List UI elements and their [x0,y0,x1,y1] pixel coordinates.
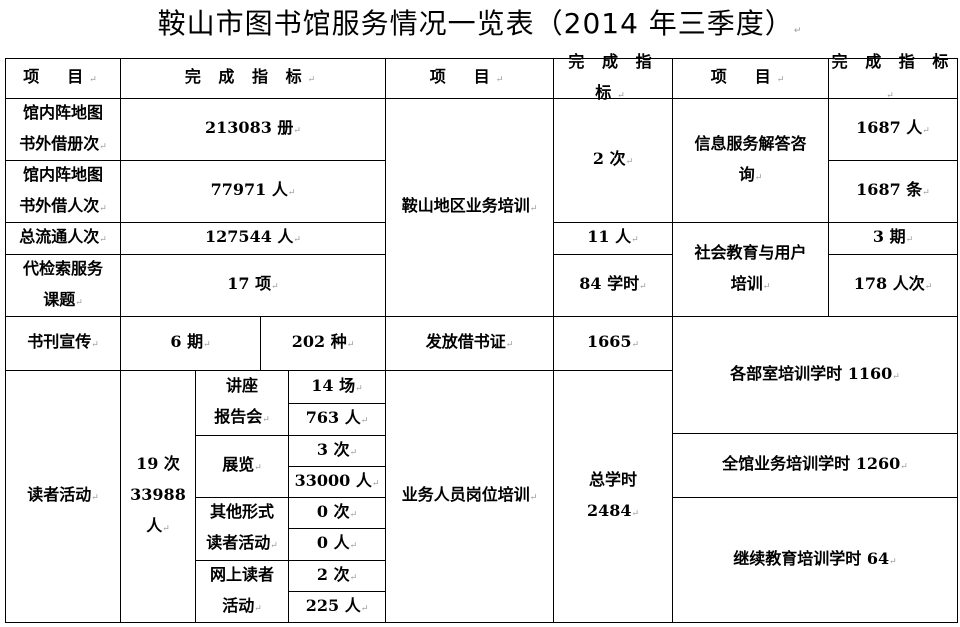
exhibitions-count: 3 次 [288,435,386,467]
header-item: 项 目 [5,58,121,99]
header-item: 项 目 [385,58,554,99]
other-activity-count: 0 次 [288,497,386,529]
lectures-persons: 763 人 [288,403,386,436]
other-activity-label: 其他形式 读者活动 [195,497,289,561]
regional-training-label: 鞍山地区业务培训 [385,98,554,317]
regional-training-hours: 84 学时 [553,254,673,317]
library-cards-value: 1665 [553,316,673,371]
reader-activity-total: 19 次 33988 人 [120,370,196,623]
job-training-label: 业务人员岗位培训 [385,370,554,623]
header-item: 项 目 [672,58,829,99]
info-service-label: 信息服务解答咨 询 [672,98,829,223]
header-indicator: 完 成 指 标 [120,58,386,99]
social-education-persons: 178 人次 [828,254,958,317]
library-cards-label: 发放借书证 [385,316,554,371]
loan-volumes-label: 馆内阵地图 书外借册次 [5,98,121,161]
info-service-items: 1687 条 [828,160,958,223]
header-indicator: 完 成 指 标 [828,52,958,99]
loan-persons-value: 77971 人 [120,160,386,223]
dept-training: 各部室培训学时 1160 [672,316,958,434]
lectures-label: 讲座 报告会 [195,370,289,436]
regional-training-times: 2 次 [553,98,673,223]
publicity-kinds: 202 种 [260,316,386,371]
loan-volumes-value: 213083 册 [120,98,386,161]
page-title: 鞍山市图书馆服务情况一览表（2014 年三季度） [0,2,960,42]
retrieval-value: 17 项 [120,254,386,317]
online-activity-persons: 225 人 [288,591,386,623]
library-training: 全馆业务培训学时 1260 [672,433,958,498]
regional-training-persons: 11 人 [553,222,673,255]
continuing-education: 继续教育培训学时 64 [672,497,958,623]
social-education-issues: 3 期 [828,222,958,255]
exhibitions-persons: 33000 人 [288,466,386,498]
other-activity-persons: 0 人 [288,528,386,561]
online-activity-count: 2 次 [288,560,386,592]
circulation-label: 总流通人次 [5,222,121,255]
job-training-value: 总学时 2484 [553,370,673,623]
info-service-persons: 1687 人 [828,98,958,161]
online-activity-label: 网上读者 活动 [195,560,289,623]
social-education-label: 社会教育与用户 培训 [672,222,829,317]
exhibitions-label: 展览 [195,435,289,498]
publicity-issues: 6 期 [120,316,261,371]
publicity-label: 书刊宣传 [5,316,121,371]
reader-activity-label: 读者活动 [5,370,121,623]
circulation-value: 127544 人 [120,222,386,255]
loan-persons-label: 馆内阵地图 书外借人次 [5,160,121,223]
header-indicator: 完 成 指 标 [553,52,673,102]
retrieval-label: 代检索服务 课题 [5,254,121,317]
lectures-count: 14 场 [288,370,386,404]
